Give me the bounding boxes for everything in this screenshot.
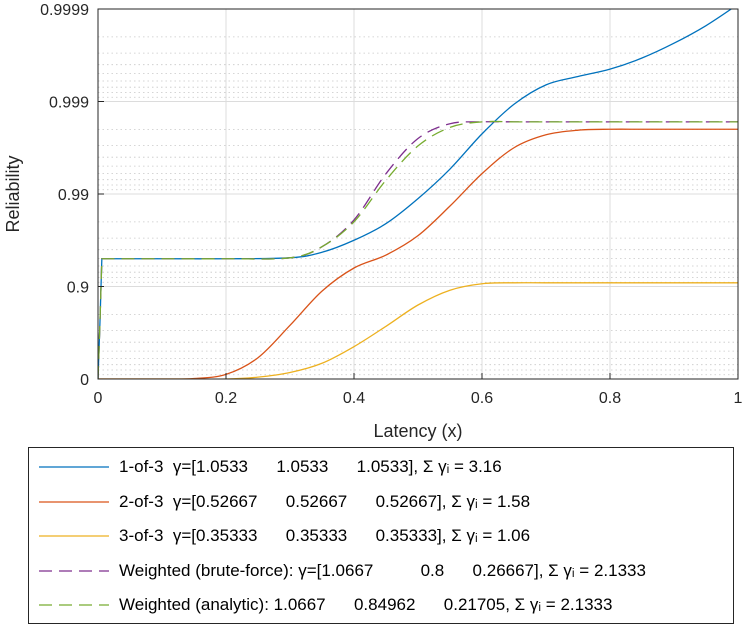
legend-label: Weighted (analytic): 1.0667 0.84962 0.21…: [119, 595, 613, 614]
x-tick-label: 0.8: [599, 390, 621, 407]
x-tick-label: 0.4: [343, 390, 365, 407]
x-tick-label: 0.2: [215, 390, 237, 407]
legend-label: 2-of-3 γ=[0.52667 0.52667 0.52667], Σ γᵢ…: [119, 491, 531, 511]
legend-entry: 1-of-3 γ=[1.0533 1.0533 1.0533], Σ γᵢ = …: [29, 450, 733, 484]
legend-label: Weighted (brute-force): γ=[1.0667 0.8 0.…: [119, 560, 646, 580]
legend-line-sample: [39, 569, 109, 572]
legend-entry: Weighted (analytic): 1.0667 0.84962 0.21…: [29, 588, 733, 622]
series-line-1: [98, 9, 733, 379]
x-tick-label: 1: [734, 390, 743, 407]
series-group: [98, 9, 738, 379]
chart: 0 0.2 0.4 0.6 0.8 1 0 0.9 0.99 0.999 0.9999 Latenc…: [3, 2, 743, 441]
tick-group: 0 0.2 0.4 0.6 0.8 1 0 0.9 0.99 0.999 0.9999: [40, 2, 742, 407]
series-line-5: [98, 120, 738, 379]
y-tick-label: 0.9: [67, 280, 89, 297]
y-tick-label: 0.999: [49, 95, 89, 112]
x-tick-label: 0: [94, 390, 103, 407]
legend-line-sample: [39, 500, 109, 503]
legend-label: 3-of-3 γ=[0.35333 0.35333 0.35333], Σ γᵢ…: [119, 526, 531, 545]
legend-line-sample: [39, 604, 109, 606]
legend-line-sample: [39, 535, 109, 537]
legend-label: 1-of-3 γ=[1.0533 1.0533 1.0533], Σ γᵢ = …: [119, 457, 502, 476]
legend-entry: Weighted (brute-force): γ=[1.0667 0.8 0.…: [29, 554, 733, 588]
y-tick-label: 0.9999: [40, 2, 89, 19]
legend-line-sample: [39, 466, 109, 468]
y-tick-label: 0.99: [58, 187, 89, 204]
legend-entry: 3-of-3 γ=[0.35333 0.35333 0.35333], Σ γᵢ…: [29, 519, 733, 553]
y-axis-label: Reliability: [3, 155, 23, 232]
x-axis-label: Latency (x): [373, 421, 462, 441]
series-line-4: [98, 121, 738, 379]
series-line-2: [98, 128, 738, 379]
grid: [97, 8, 739, 380]
legend-entry: 2-of-3 γ=[0.52667 0.52667 0.52667], Σ γᵢ…: [29, 485, 733, 519]
y-tick-label: 0: [80, 372, 89, 389]
x-tick-label: 0.6: [471, 390, 493, 407]
legend: 1-of-3 γ=[1.0533 1.0533 1.0533], Σ γᵢ = …: [28, 447, 734, 624]
